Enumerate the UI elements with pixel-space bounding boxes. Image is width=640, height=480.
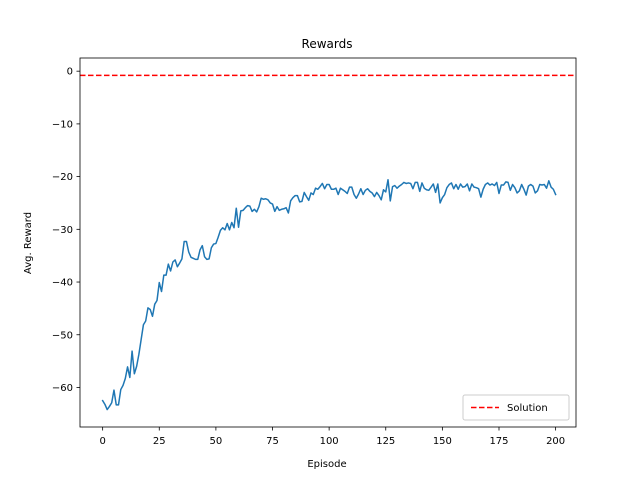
x-tick-label: 200 <box>546 436 565 447</box>
y-tick-label: −40 <box>52 278 73 289</box>
axes: 0 25 50 75 100 125 150 175 200 0 −10 −20 −30 −40 −50 −6… <box>52 57 577 447</box>
x-tick-label: 75 <box>266 436 279 447</box>
x-tick-label: 50 <box>210 436 223 447</box>
plot-area <box>80 74 576 411</box>
x-tick-label: 175 <box>489 436 508 447</box>
y-tick-label: −60 <box>52 383 73 394</box>
legend-label-solution: Solution <box>507 403 548 414</box>
y-tick-label: −10 <box>52 119 73 130</box>
y-tick-label: 0 <box>67 67 73 78</box>
x-tick-label: 25 <box>153 436 166 447</box>
y-tick-label: −30 <box>52 225 73 236</box>
x-tick-label: 0 <box>99 436 105 447</box>
legend: Solution <box>462 394 570 421</box>
x-axis-label: Episode <box>307 459 346 470</box>
y-axis-label: Avg. Reward <box>23 212 34 274</box>
x-tick-label: 125 <box>376 436 395 447</box>
legend-frame <box>462 394 570 421</box>
x-tick-label: 150 <box>433 436 452 447</box>
chart-title: Rewards <box>302 37 353 51</box>
y-tick-label: −50 <box>52 330 73 341</box>
x-tick-label: 100 <box>320 436 339 447</box>
series-line-0 <box>101 179 557 411</box>
axes-frame <box>79 57 577 428</box>
y-tick-label: −20 <box>52 172 73 183</box>
